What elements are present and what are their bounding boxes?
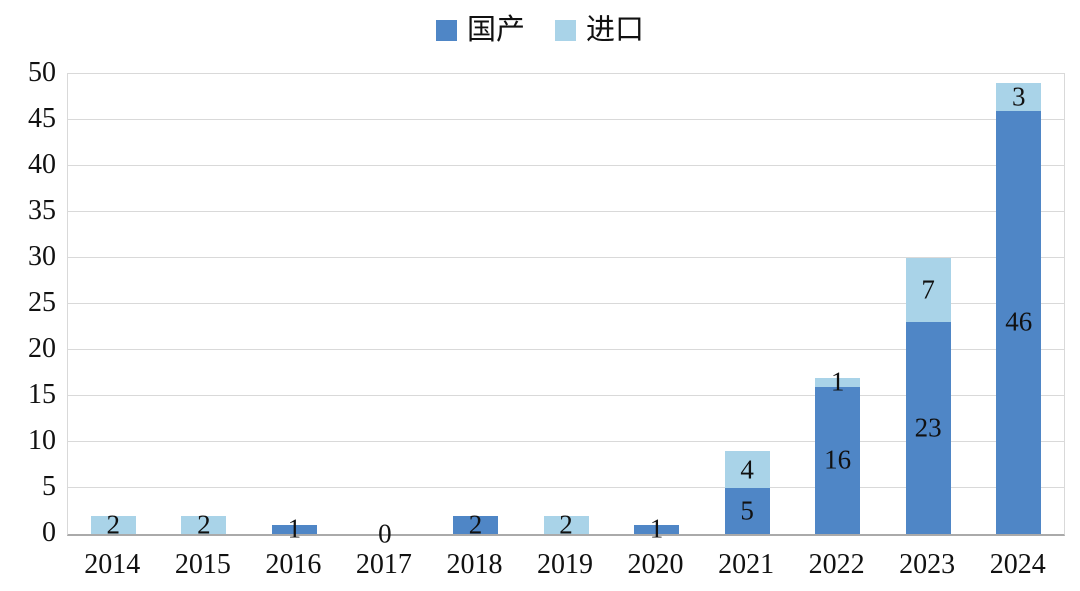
bar-value-label-import-2015: 2 xyxy=(197,509,211,540)
gridline-30 xyxy=(68,257,1064,258)
gridline-5 xyxy=(68,487,1064,488)
bar-value-label-import-2014: 2 xyxy=(106,509,121,540)
bar-segment-domestic-2020 xyxy=(634,524,680,534)
y-tick-label-20: 20 xyxy=(28,333,56,364)
gridline-45 xyxy=(68,119,1064,120)
legend-label-domestic: 国产 xyxy=(466,14,525,46)
bar-value-label-import-2019: 2 xyxy=(559,509,573,540)
x-tick-label-2016: 2016 xyxy=(265,549,322,580)
y-tick-label-10: 10 xyxy=(28,425,56,456)
plot-area: 2 2 1 0 2 2 1 5 4 16 1 23 7 46 3 xyxy=(67,73,1065,547)
bar-segment-domestic-2023 xyxy=(905,322,951,534)
bar-segment-import-2024 xyxy=(996,83,1042,111)
bar-value-label-import-2023: 7 xyxy=(921,274,935,305)
y-tick-label-35: 35 xyxy=(28,195,56,226)
legend-label-import: 进口 xyxy=(586,14,645,46)
bar-segment-domestic-2024 xyxy=(996,110,1042,534)
x-tick-label-2018: 2018 xyxy=(446,549,503,580)
bar-segment-import-2019 xyxy=(543,515,589,534)
bar-value-label-domestic-2016: 1 xyxy=(287,513,302,544)
y-tick-label-45: 45 xyxy=(28,103,56,134)
x-tick-label-2020: 2020 xyxy=(627,549,684,580)
bar-value-label-import-2021: 4 xyxy=(740,454,754,485)
legend-swatch-import xyxy=(555,20,576,41)
y-tick-label-15: 15 xyxy=(28,379,56,410)
bar-value-label-domestic-2021: 5 xyxy=(740,495,754,526)
bar-value-label-zero-2017: 0 xyxy=(378,518,392,549)
gridline-40 xyxy=(68,165,1064,166)
bar-segment-import-2022 xyxy=(815,377,861,387)
x-tick-label-2014: 2014 xyxy=(84,549,141,580)
chart-legend: 国产 进口 xyxy=(0,16,1080,45)
bar-value-label-domestic-2024: 46 xyxy=(1005,306,1033,337)
x-tick-label-2024: 2024 xyxy=(989,549,1046,580)
bar-value-label-domestic-2022: 16 xyxy=(824,444,852,475)
y-tick-label-5: 5 xyxy=(42,471,56,502)
bar-segment-import-2014 xyxy=(90,515,136,534)
x-tick-label-2021: 2021 xyxy=(718,549,775,580)
bar-value-label-import-2024: 3 xyxy=(1011,81,1026,112)
bar-segment-import-2023 xyxy=(905,258,951,323)
x-tick-label-2015: 2015 xyxy=(174,549,231,580)
y-tick-label-0: 0 xyxy=(42,517,56,548)
legend-item-import: 进口 xyxy=(555,16,644,45)
bar-segment-domestic-2018 xyxy=(452,515,498,534)
bar-segment-domestic-2016 xyxy=(271,524,317,534)
bar-value-label-domestic-2023: 23 xyxy=(914,412,942,443)
gridline-20 xyxy=(68,349,1064,350)
bar-segment-domestic-2022 xyxy=(815,386,861,534)
bar-value-label-import-2022: 1 xyxy=(830,366,845,397)
x-tick-label-2022: 2022 xyxy=(808,549,865,580)
bar-value-label-domestic-2018: 2 xyxy=(468,509,483,540)
gridline-10 xyxy=(68,441,1064,442)
x-tick-label-2019: 2019 xyxy=(537,549,593,580)
legend-swatch-domestic xyxy=(435,20,457,41)
y-tick-label-25: 25 xyxy=(28,287,56,318)
bar-segment-import-2021 xyxy=(724,451,770,488)
bar-segment-domestic-2021 xyxy=(724,488,770,534)
gridline-25 xyxy=(68,303,1064,304)
y-tick-label-50: 50 xyxy=(28,57,56,88)
gridline-15 xyxy=(68,395,1064,396)
y-tick-label-30: 30 xyxy=(28,241,56,272)
x-tick-label-2017: 2017 xyxy=(355,549,412,580)
y-tick-label-40: 40 xyxy=(28,149,56,180)
legend-item-domestic: 国产 xyxy=(435,14,525,46)
gridline-35 xyxy=(68,211,1064,212)
bar-segment-import-2015 xyxy=(181,515,227,534)
x-tick-label-2023: 2023 xyxy=(899,549,956,580)
bar-value-label-domestic-2020: 1 xyxy=(649,513,664,544)
